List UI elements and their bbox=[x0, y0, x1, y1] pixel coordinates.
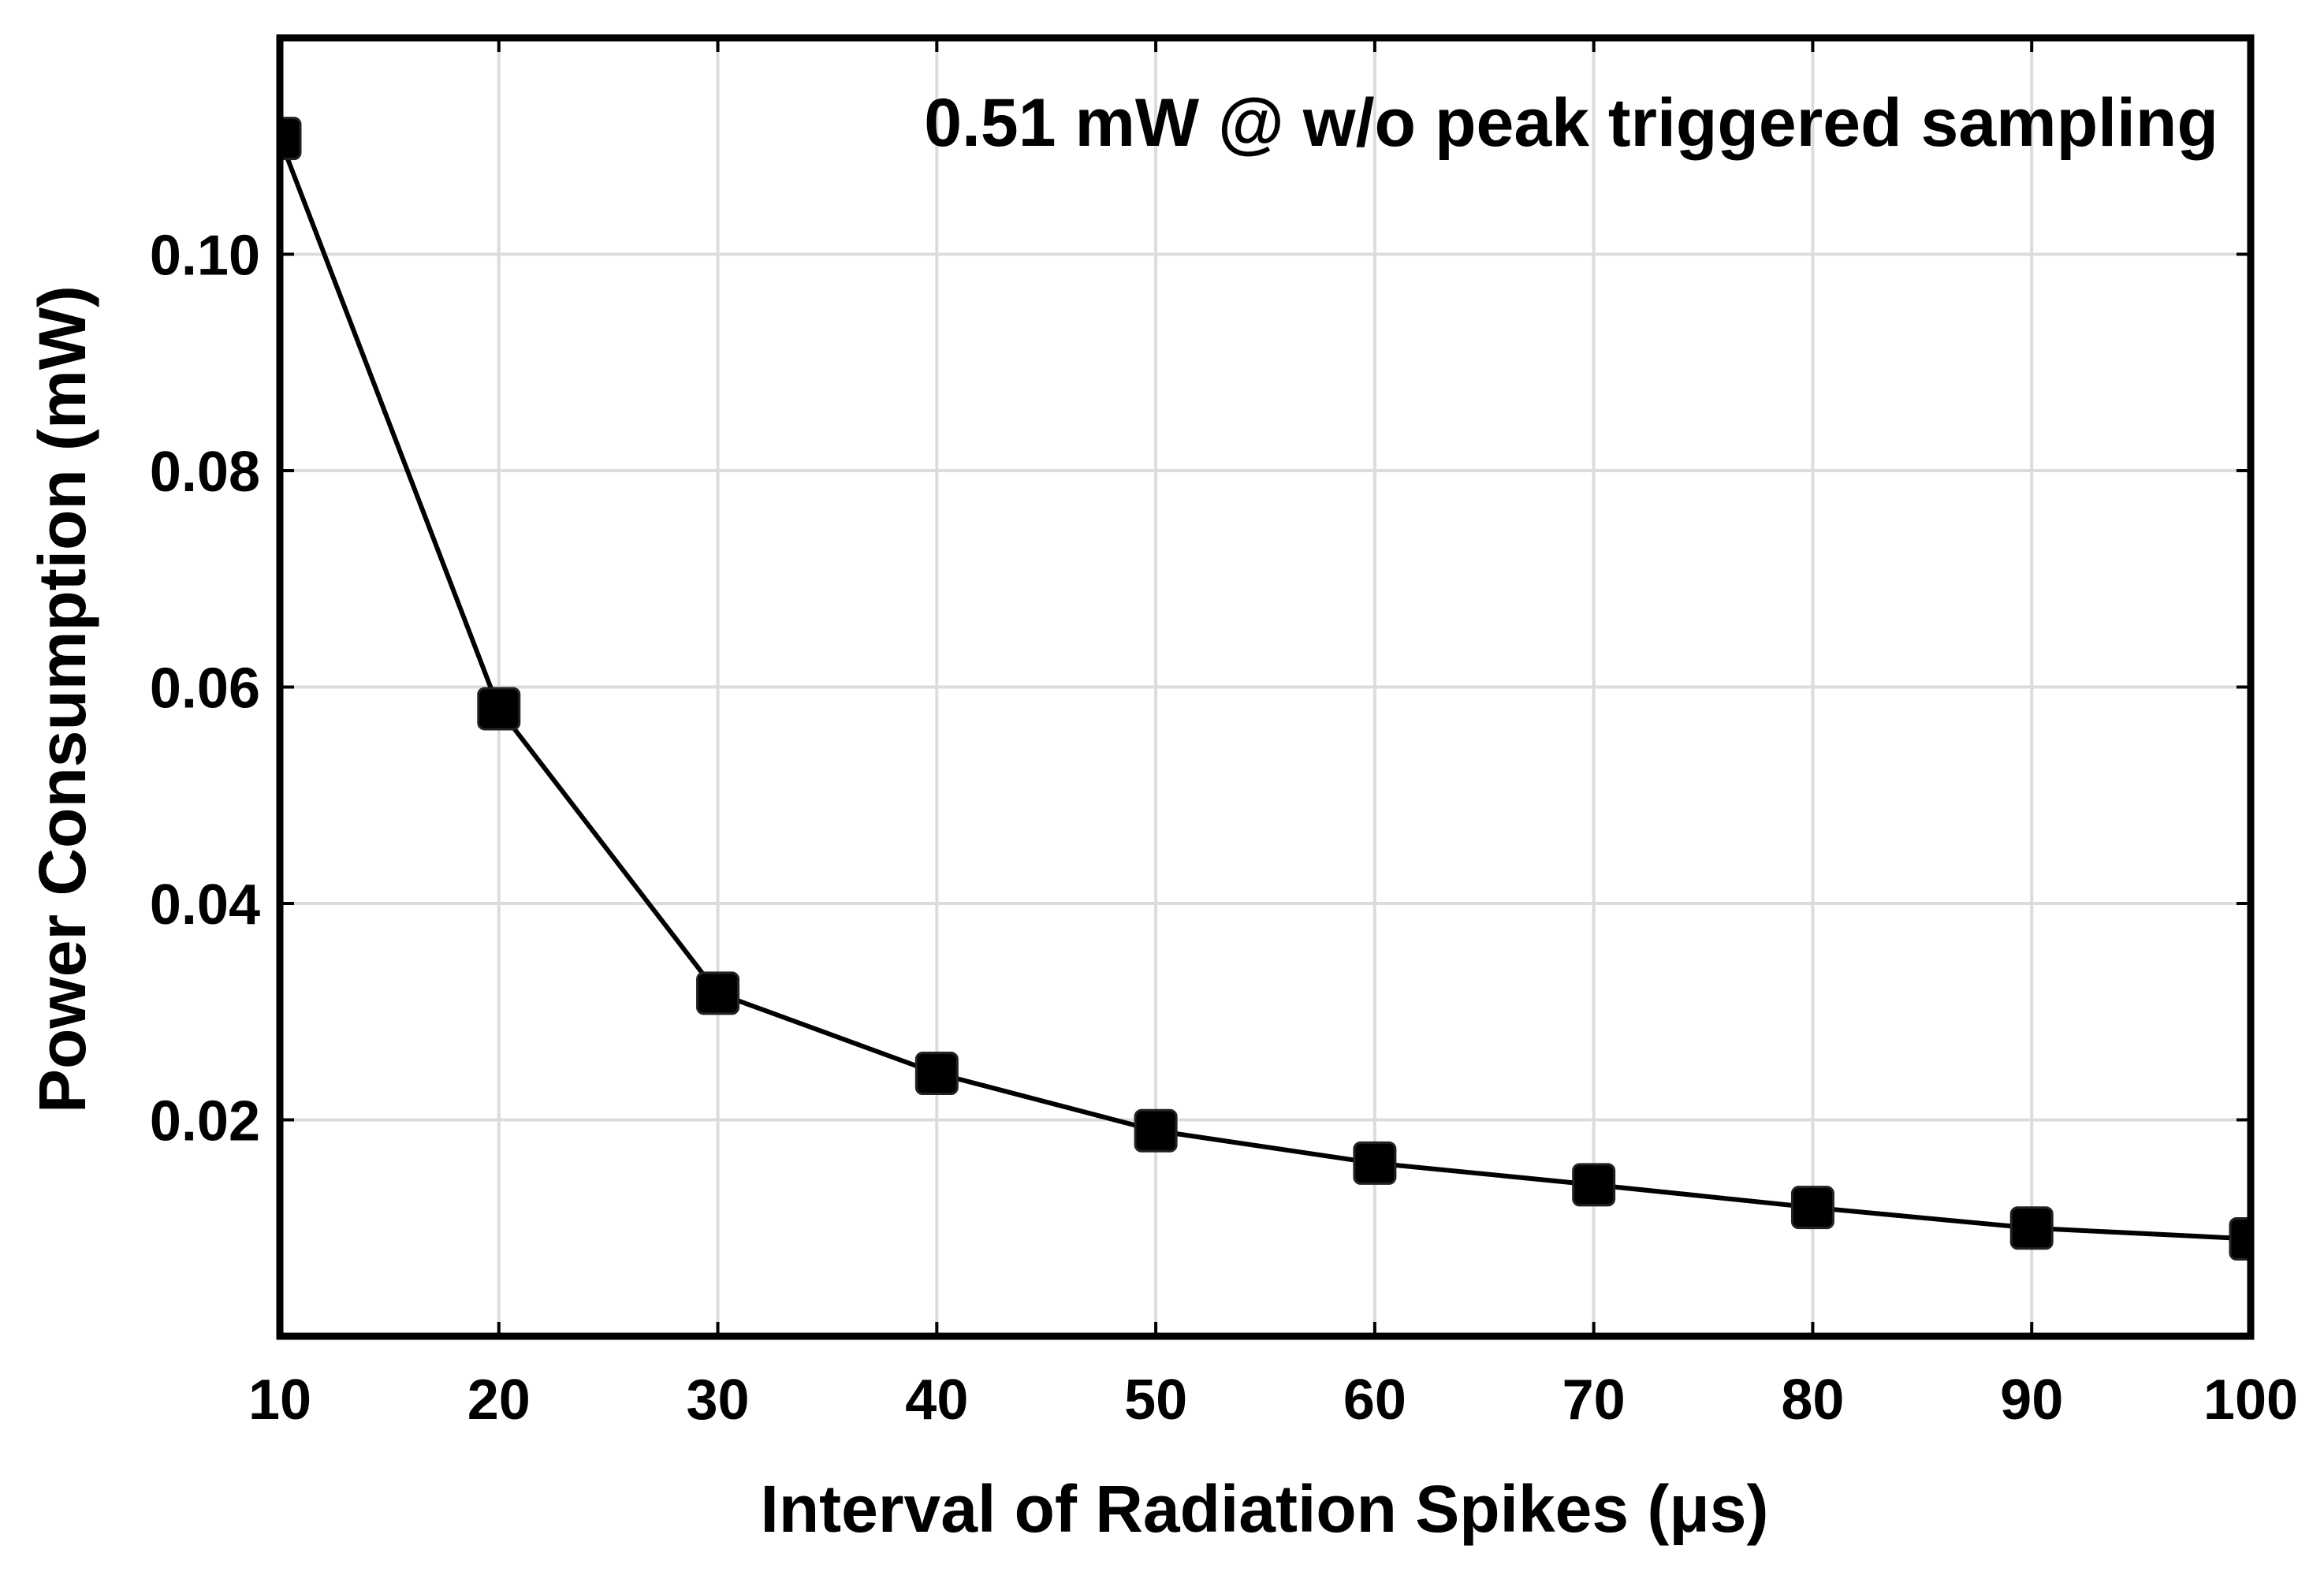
axis-ticks bbox=[278, 38, 2252, 1336]
data-point-marker bbox=[477, 687, 521, 731]
data-point-marker bbox=[1353, 1141, 1397, 1185]
chart-annotation: 0.51 mW @ w/o peak triggered sampling bbox=[924, 85, 2218, 161]
grid-lines bbox=[280, 38, 2251, 1336]
data-series bbox=[280, 117, 2251, 1261]
data-point-marker bbox=[696, 971, 740, 1015]
x-tick-label: 70 bbox=[1562, 1369, 1626, 1432]
y-tick-label: 0.08 bbox=[150, 441, 260, 504]
x-tick-label: 30 bbox=[687, 1369, 750, 1432]
y-tick-label: 0.04 bbox=[150, 873, 260, 937]
data-point-marker bbox=[1790, 1186, 1834, 1230]
series-line bbox=[280, 137, 2251, 1242]
data-point-marker bbox=[1572, 1163, 1616, 1207]
y-tick-label: 0.10 bbox=[150, 225, 260, 288]
y-tick-label: 0.06 bbox=[150, 657, 260, 721]
y-axis-tick-labels: 0.02 0.04 0.06 0.08 0.10 bbox=[150, 225, 260, 1153]
x-tick-label: 90 bbox=[2000, 1369, 2063, 1432]
x-tick-label: 40 bbox=[905, 1369, 968, 1432]
x-axis-title: Interval of Radiation Spikes (μs) bbox=[761, 1472, 1769, 1546]
x-tick-label: 50 bbox=[1124, 1369, 1187, 1432]
y-axis-title: Power Consumption (mW) bbox=[25, 285, 99, 1113]
x-tick-label: 100 bbox=[2203, 1369, 2298, 1432]
data-point-marker bbox=[280, 117, 302, 161]
data-point-marker bbox=[914, 1051, 959, 1095]
data-point-marker bbox=[2009, 1206, 2054, 1250]
x-tick-label: 60 bbox=[1343, 1369, 1406, 1432]
x-tick-label: 20 bbox=[467, 1369, 531, 1432]
y-tick-label: 0.02 bbox=[150, 1090, 260, 1153]
x-axis-tick-labels: 10 20 30 40 50 60 70 80 90 100 bbox=[248, 1369, 2298, 1432]
x-tick-label: 10 bbox=[248, 1369, 311, 1432]
x-tick-label: 80 bbox=[1781, 1369, 1844, 1432]
data-point-marker bbox=[1134, 1108, 1178, 1153]
data-point-marker bbox=[2229, 1216, 2251, 1261]
